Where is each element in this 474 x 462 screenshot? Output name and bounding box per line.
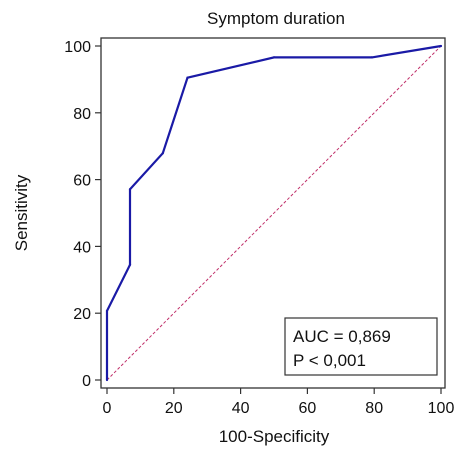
roc-curve-point — [128, 263, 132, 266]
roc-curve-point — [186, 76, 189, 79]
y-axis-title: Sensitivity — [12, 174, 31, 251]
roc-curve-point — [128, 188, 132, 191]
y-axis: 0 20 40 60 80 100 — [64, 39, 101, 390]
stats-box-frame — [284, 317, 438, 376]
x-axis-title: 100-Specificity — [219, 427, 330, 446]
roc-curve-point — [439, 44, 443, 48]
chart-title: Symptom duration — [207, 9, 345, 28]
x-tick-label: 20 — [165, 400, 183, 417]
y-tick-label: 100 — [64, 39, 91, 56]
roc-curve-point — [105, 378, 109, 382]
p-value-text: P < 0,001 — [293, 351, 366, 370]
reference-diagonal-line — [106, 45, 442, 381]
x-tick-label: 100 — [428, 400, 455, 417]
plot-frame — [100, 37, 446, 389]
y-tick-label: 20 — [73, 306, 91, 323]
roc-curve-point — [272, 56, 276, 59]
roc-curve-point — [370, 56, 373, 59]
x-tick-label: 0 — [103, 400, 112, 417]
stats-box: AUC = 0,869 P < 0,001 — [284, 317, 438, 376]
x-tick-label: 40 — [232, 400, 250, 417]
series-layer — [105, 44, 443, 382]
auc-text: AUC = 0,869 — [293, 327, 391, 346]
y-tick-label: 60 — [73, 173, 91, 190]
roc-curve-point — [161, 152, 164, 155]
y-tick-label: 40 — [73, 239, 91, 256]
y-tick-label: 80 — [73, 106, 91, 123]
roc-curve-point — [105, 309, 109, 312]
x-tick-label: 60 — [299, 400, 317, 417]
y-tick-label: 0 — [82, 373, 91, 390]
x-tick-label: 80 — [365, 400, 383, 417]
x-axis: 0 20 40 60 80 100 — [103, 388, 455, 417]
